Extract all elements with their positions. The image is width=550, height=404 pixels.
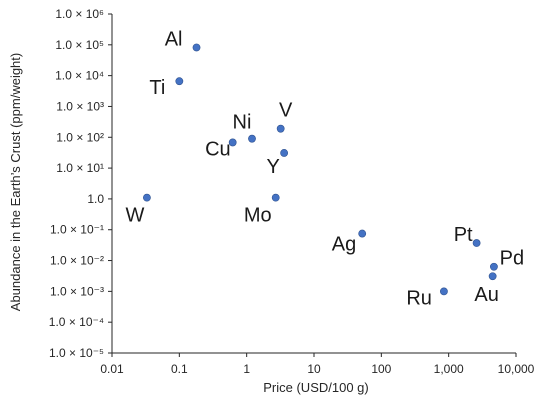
- data-point-al: [192, 43, 201, 52]
- y-tick-label: 1.0 × 10⁻³: [50, 284, 104, 298]
- point-label-pd: Pd: [500, 248, 524, 270]
- x-tick-label: 0.1: [171, 362, 188, 376]
- point-label-ti: Ti: [149, 77, 165, 99]
- y-tick-label: 1.0 × 10⁻⁴: [49, 315, 104, 329]
- x-axis-title: Price (USD/100 g): [263, 380, 368, 395]
- y-tick-label: 1.0 × 10⁻⁵: [49, 346, 104, 360]
- y-tick-label: 1.0 × 10⁴: [55, 69, 104, 83]
- data-point-cu: [228, 138, 237, 147]
- data-point-w: [143, 193, 151, 202]
- point-label-pt: Pt: [454, 224, 473, 246]
- point-label-ag: Ag: [332, 234, 356, 256]
- point-label-ni: Ni: [233, 112, 252, 134]
- data-point-au: [488, 272, 497, 281]
- point-label-y: Y: [266, 156, 279, 178]
- data-points: [143, 43, 498, 296]
- x-tick-label: 100: [371, 362, 391, 376]
- x-tick-label: 1,000: [434, 362, 464, 376]
- point-label-mo: Mo: [244, 205, 272, 227]
- data-point-pt: [472, 239, 481, 247]
- x-tick-label: 1: [243, 362, 250, 376]
- y-tick-label: 1.0 × 10⁶: [55, 7, 104, 21]
- data-point-pd: [490, 262, 498, 271]
- data-point-ti: [175, 77, 184, 86]
- y-tick-label: 1.0 × 10⁻¹: [50, 223, 104, 237]
- y-axis-title: Abundance in the Earth’s Crust (ppm/weig…: [8, 53, 23, 311]
- point-label-al: Al: [165, 28, 183, 50]
- data-point-ru: [440, 287, 448, 296]
- y-tick-label: 1.0 × 10³: [56, 99, 104, 113]
- data-point-ag: [358, 229, 367, 238]
- y-tick-label: 1.0 × 10⁵: [55, 38, 104, 52]
- point-label-w: W: [125, 205, 144, 227]
- data-point-y: [280, 149, 289, 157]
- point-label-cu: Cu: [205, 138, 231, 160]
- point-label-v: V: [279, 100, 293, 122]
- data-point-mo: [271, 193, 280, 202]
- y-tick-label: 1.0: [87, 192, 104, 206]
- y-tick-label: 1.0 × 10⁻²: [50, 254, 104, 268]
- x-tick-label: 10,000: [498, 362, 535, 376]
- x-tick-label: 10: [307, 362, 321, 376]
- x-tick-labels: 0.01 0.1 1 10 100 1,000 10,000: [100, 353, 535, 376]
- point-label-au: Au: [474, 284, 498, 306]
- y-tick-label: 1.0 × 10²: [56, 130, 104, 144]
- point-label-ru: Ru: [406, 287, 432, 309]
- y-tick-label: 1.0 × 10¹: [56, 161, 104, 175]
- data-point-ni: [248, 134, 256, 143]
- y-tick-labels: 1.0 × 10⁶ 1.0 × 10⁵ 1.0 × 10⁴ 1.0 × 10³ 1.0 …: [49, 7, 112, 360]
- x-tick-label: 0.01: [100, 362, 124, 376]
- data-point-v: [276, 124, 285, 133]
